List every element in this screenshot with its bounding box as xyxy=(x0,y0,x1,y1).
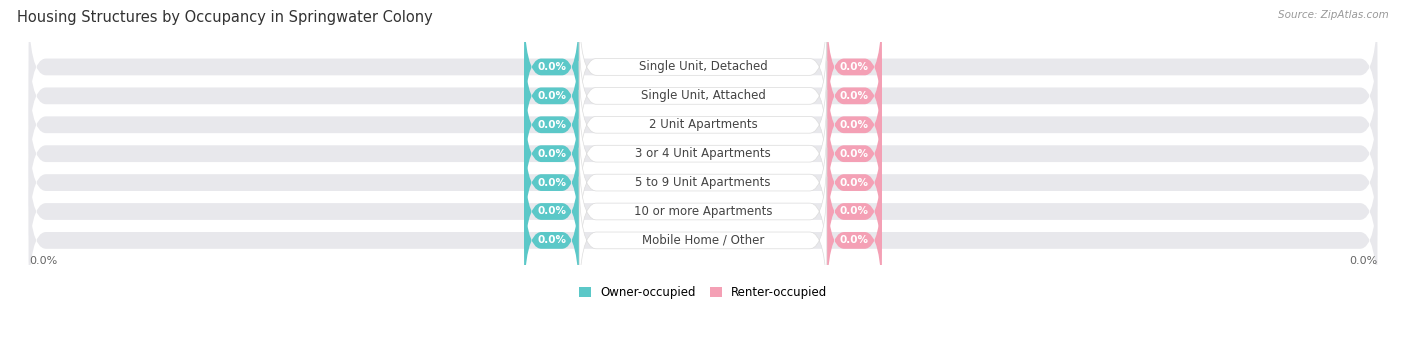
FancyBboxPatch shape xyxy=(827,148,882,275)
FancyBboxPatch shape xyxy=(579,90,827,218)
Text: 0.0%: 0.0% xyxy=(537,177,567,187)
Text: 0.0%: 0.0% xyxy=(537,91,567,101)
FancyBboxPatch shape xyxy=(28,3,1378,131)
Text: 0.0%: 0.0% xyxy=(839,62,869,72)
FancyBboxPatch shape xyxy=(524,90,579,218)
Text: 0.0%: 0.0% xyxy=(839,235,869,246)
FancyBboxPatch shape xyxy=(827,3,882,131)
FancyBboxPatch shape xyxy=(827,119,882,247)
FancyBboxPatch shape xyxy=(827,32,882,160)
Text: 0.0%: 0.0% xyxy=(839,177,869,187)
FancyBboxPatch shape xyxy=(28,90,1378,218)
Text: 0.0%: 0.0% xyxy=(839,207,869,216)
Text: Single Unit, Attached: Single Unit, Attached xyxy=(641,89,765,102)
FancyBboxPatch shape xyxy=(579,3,827,131)
Text: 0.0%: 0.0% xyxy=(537,120,567,130)
Text: Source: ZipAtlas.com: Source: ZipAtlas.com xyxy=(1278,10,1389,20)
Text: 0.0%: 0.0% xyxy=(537,149,567,159)
FancyBboxPatch shape xyxy=(579,176,827,304)
Text: 10 or more Apartments: 10 or more Apartments xyxy=(634,205,772,218)
FancyBboxPatch shape xyxy=(827,90,882,218)
FancyBboxPatch shape xyxy=(579,119,827,247)
FancyBboxPatch shape xyxy=(524,119,579,247)
FancyBboxPatch shape xyxy=(827,176,882,304)
FancyBboxPatch shape xyxy=(28,61,1378,189)
Text: 0.0%: 0.0% xyxy=(537,207,567,216)
Text: 0.0%: 0.0% xyxy=(839,149,869,159)
FancyBboxPatch shape xyxy=(579,32,827,160)
Text: 2 Unit Apartments: 2 Unit Apartments xyxy=(648,118,758,131)
Text: 0.0%: 0.0% xyxy=(28,256,58,266)
Text: 5 to 9 Unit Apartments: 5 to 9 Unit Apartments xyxy=(636,176,770,189)
Text: 0.0%: 0.0% xyxy=(839,120,869,130)
Text: 0.0%: 0.0% xyxy=(537,235,567,246)
FancyBboxPatch shape xyxy=(28,119,1378,247)
FancyBboxPatch shape xyxy=(524,176,579,304)
Text: 0.0%: 0.0% xyxy=(839,91,869,101)
FancyBboxPatch shape xyxy=(827,61,882,189)
FancyBboxPatch shape xyxy=(579,61,827,189)
FancyBboxPatch shape xyxy=(28,176,1378,304)
FancyBboxPatch shape xyxy=(524,148,579,275)
Legend: Owner-occupied, Renter-occupied: Owner-occupied, Renter-occupied xyxy=(579,286,827,299)
Text: 3 or 4 Unit Apartments: 3 or 4 Unit Apartments xyxy=(636,147,770,160)
Text: Housing Structures by Occupancy in Springwater Colony: Housing Structures by Occupancy in Sprin… xyxy=(17,10,433,25)
FancyBboxPatch shape xyxy=(524,61,579,189)
FancyBboxPatch shape xyxy=(28,32,1378,160)
Text: Mobile Home / Other: Mobile Home / Other xyxy=(641,234,765,247)
Text: 0.0%: 0.0% xyxy=(1348,256,1378,266)
Text: Single Unit, Detached: Single Unit, Detached xyxy=(638,61,768,74)
FancyBboxPatch shape xyxy=(524,3,579,131)
FancyBboxPatch shape xyxy=(28,148,1378,275)
FancyBboxPatch shape xyxy=(579,148,827,275)
FancyBboxPatch shape xyxy=(524,32,579,160)
Text: 0.0%: 0.0% xyxy=(537,62,567,72)
